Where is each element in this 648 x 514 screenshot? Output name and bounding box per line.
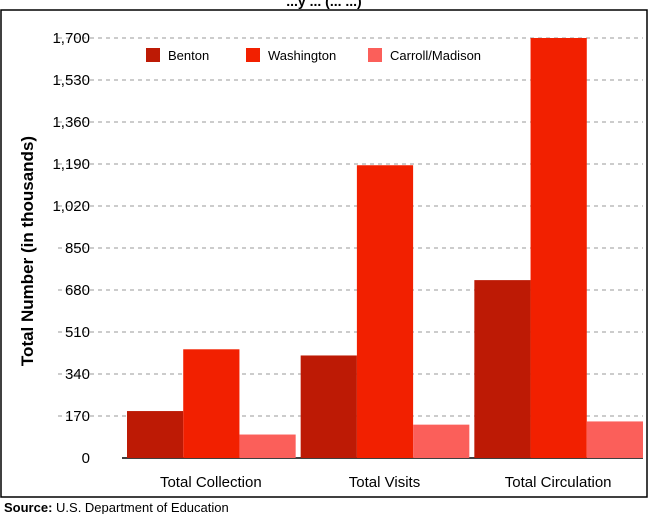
y-tick-label: 850: [65, 240, 90, 257]
bar-carroll-madison-1: [413, 424, 470, 458]
y-tick-label: 0: [82, 450, 90, 467]
y-tick-labels: 0 170 340 510 680 850 1,020 1,190 1,360 1,530 1,70…: [52, 30, 90, 467]
x-tick-label: Total Collection: [160, 474, 262, 491]
y-tick-label: 340: [65, 366, 90, 383]
source-key: Source:: [4, 500, 52, 514]
x-tick-labels: Total Collection Total Visits Total Circul…: [160, 474, 612, 491]
x-tick-label: Total Circulation: [505, 474, 612, 491]
bar-carroll-madison-2: [586, 421, 643, 458]
chart-title: ...y ... (... ...): [286, 0, 361, 9]
legend-swatch: [246, 48, 260, 62]
legend-label: Washington: [268, 48, 336, 63]
bars: [127, 38, 643, 458]
y-tick-label: 510: [65, 324, 90, 341]
legend-swatch: [368, 48, 382, 62]
bar-washington-1: [356, 165, 414, 458]
legend-label: Benton: [168, 48, 209, 63]
x-tick-label: Total Visits: [349, 474, 420, 491]
y-tick-label: 170: [65, 408, 90, 425]
bar-washington-2: [530, 38, 587, 458]
y-tick-label: 680: [65, 282, 90, 299]
bar-benton-1: [300, 355, 357, 458]
bar-carroll-madison-0: [239, 434, 296, 458]
y-tick-label: 1,190: [52, 156, 90, 173]
y-tick-label: 1,360: [52, 114, 90, 131]
bar-benton-0: [127, 411, 184, 458]
y-tick-label: 1,700: [52, 30, 90, 47]
source-note: Source: U.S. Department of Education: [4, 500, 229, 514]
legend: Benton Washington Carroll/Madison: [146, 48, 481, 63]
y-tick-label: 1,530: [52, 72, 90, 89]
legend-label: Carroll/Madison: [390, 48, 481, 63]
legend-swatch: [146, 48, 160, 62]
y-tick-label: 1,020: [52, 198, 90, 215]
bar-washington-0: [183, 349, 240, 458]
source-text: U.S. Department of Education: [52, 500, 228, 514]
y-axis-label: Total Number (in thousands): [18, 136, 37, 366]
bar-benton-2: [474, 280, 531, 458]
